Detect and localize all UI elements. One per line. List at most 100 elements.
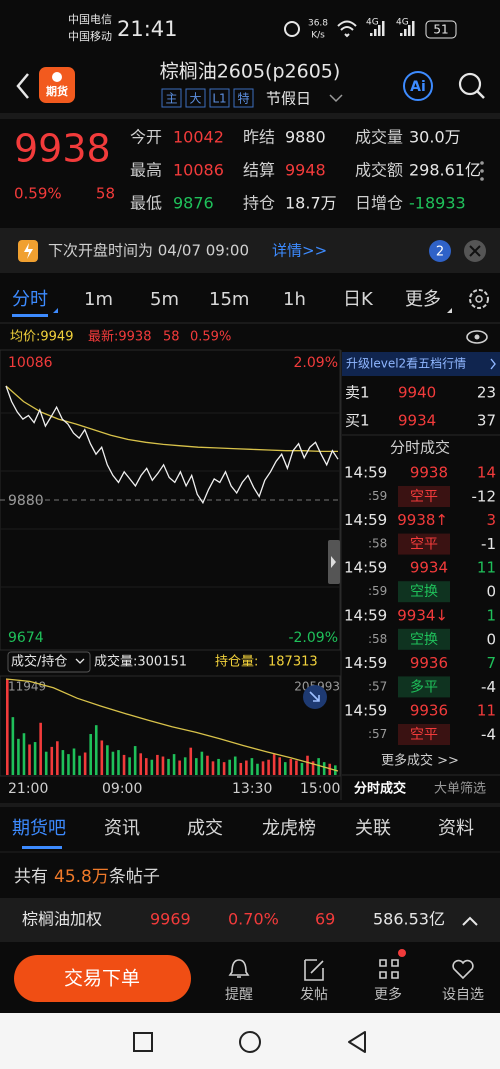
network: 4G [396, 18, 409, 28]
trade-volume: 1 [486, 606, 496, 624]
volume-bar [100, 740, 104, 775]
period-tab[interactable]: 分时 [12, 289, 48, 310]
field-value: 9948 [285, 161, 326, 180]
volume-bar [83, 752, 87, 775]
field-value: 9880 [285, 128, 326, 147]
wifi-icon [337, 20, 357, 38]
field-value: 9876 [173, 194, 214, 213]
volume-bar [122, 754, 126, 775]
field-label: 成交额 [355, 161, 403, 180]
action-button[interactable]: 发帖 [300, 987, 328, 1003]
time-label: 15:00 [300, 781, 340, 797]
notice-bolt [24, 243, 33, 259]
speed-unit: K/s [311, 31, 325, 41]
volume-bar [56, 741, 59, 775]
ai-label[interactable]: Ai [410, 79, 426, 95]
volume-bar [156, 754, 159, 775]
trade-change: 0 [486, 583, 496, 601]
index-change: 69 [315, 910, 335, 929]
change: 58 [96, 185, 115, 203]
section-tab[interactable]: 期货吧 [12, 818, 66, 839]
tag: 大 [189, 92, 201, 106]
settings-button[interactable] [469, 289, 489, 309]
search-button[interactable] [458, 72, 482, 96]
nav-recent[interactable] [133, 1032, 153, 1052]
period-tab[interactable]: 1h [283, 289, 306, 310]
badge [429, 240, 451, 262]
expand-caret[interactable] [462, 916, 478, 926]
trade-action: 空换 [410, 631, 438, 648]
trade-label[interactable]: 交易下单 [64, 968, 140, 990]
section-tab[interactable]: 成交 [187, 818, 223, 839]
action-tag [398, 533, 450, 555]
book-qty: 23 [477, 384, 496, 402]
trade-action: 空平 [410, 727, 438, 743]
section-tab[interactable]: 龙虎榜 [262, 818, 316, 839]
period-tab[interactable]: 5m [150, 289, 179, 310]
nav-home[interactable] [239, 1031, 261, 1053]
index-price: 9969 [150, 910, 191, 929]
nav-back[interactable] [348, 1031, 366, 1053]
trade-change: 0 [486, 630, 496, 648]
action-tag [398, 676, 450, 698]
back-button[interactable] [16, 73, 29, 99]
action-icon [304, 959, 324, 981]
section-tab[interactable]: 关联 [355, 818, 391, 839]
volume-bar [300, 762, 304, 775]
tag: 特 [237, 91, 249, 106]
clock: 21:41 [117, 17, 178, 41]
volume-bar [211, 761, 215, 775]
volume-toggle-label[interactable]: 成交/持仓 [11, 654, 67, 670]
eye-icon[interactable] [466, 330, 488, 344]
session: 节假日 [266, 90, 311, 108]
trade-button[interactable] [14, 955, 191, 1002]
section-tab[interactable]: 资料 [438, 818, 474, 839]
notice-text: 下次开盘时间为 04/07 09:00 [48, 242, 249, 260]
ai-button[interactable] [403, 71, 433, 101]
upgrade-text[interactable]: 升级level2看五档行情 [346, 357, 466, 371]
period-tab[interactable]: 日K [343, 289, 374, 310]
volume-bar [44, 751, 48, 775]
book-qty: 37 [477, 412, 496, 430]
volume-bar [289, 758, 293, 775]
period-tab[interactable]: 15m [209, 289, 249, 310]
trade-change: -4 [481, 678, 496, 696]
index-amount: 586.53亿 [373, 910, 445, 929]
field-label: 结算 [243, 161, 275, 180]
chart-frame [0, 349, 341, 651]
field-label: 最低 [130, 194, 162, 213]
toggle-chevron [75, 658, 85, 664]
action-button[interactable]: 提醒 [225, 987, 253, 1003]
trade-sub-time: :58 [368, 537, 387, 551]
action-button[interactable]: 设自选 [442, 987, 484, 1003]
index-change-pct: 0.70% [228, 910, 279, 929]
period-tab[interactable]: 更多 [405, 289, 441, 310]
volume-bar [6, 679, 9, 775]
action-button[interactable]: 更多 [374, 986, 402, 1003]
low-label: 9674 [8, 630, 44, 646]
volume-bar [245, 760, 248, 775]
field-value: 30.0万 [409, 128, 461, 147]
field-label: 今开 [130, 128, 162, 147]
time-label: 21:00 [8, 781, 48, 797]
trade-sub-time: :57 [368, 727, 387, 741]
menu-dot [480, 177, 484, 181]
ref-label: 9880 [8, 493, 44, 509]
panel-tab[interactable]: 大单筛选 [434, 782, 486, 797]
section-tab[interactable]: 资讯 [104, 818, 140, 839]
notice-link[interactable]: 详情>> [272, 242, 327, 260]
period-caret [53, 308, 58, 313]
volume-bar [128, 757, 131, 775]
more-trades[interactable]: 更多成交 >> [381, 753, 459, 769]
avg-line [5, 385, 338, 453]
network: 4G [366, 18, 379, 28]
panel-tab[interactable]: 分时成交 [354, 781, 406, 797]
period-tab[interactable]: 1m [84, 289, 113, 310]
field-label: 最高 [130, 161, 162, 180]
book-side: 买1 [345, 412, 370, 430]
field-value: 10042 [173, 128, 224, 147]
trade-volume: 3 [486, 511, 496, 529]
trade-action: 空平 [410, 489, 438, 505]
volume-bar [228, 759, 231, 775]
